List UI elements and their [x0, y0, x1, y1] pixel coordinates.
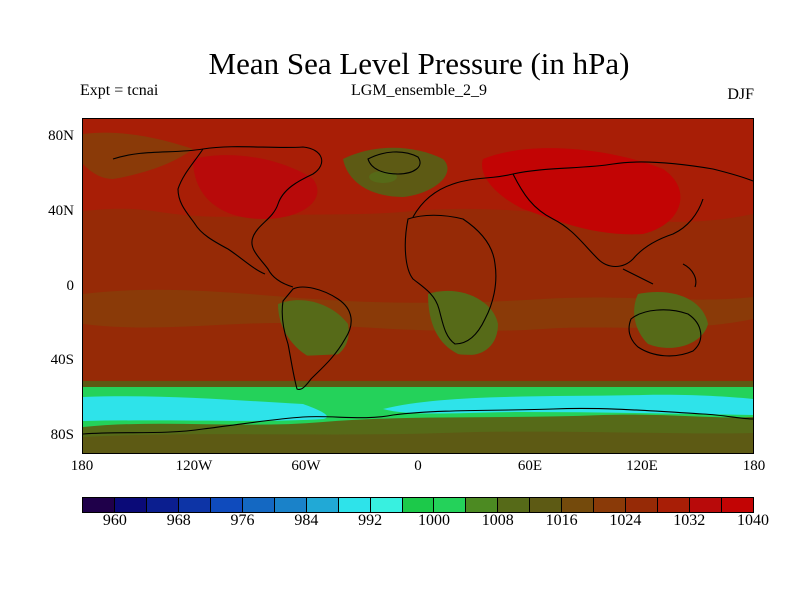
- field-aleutian-low: [83, 132, 193, 179]
- coast-australia: [628, 309, 702, 357]
- colorbar-label: 960: [102, 512, 127, 529]
- colorbar-label: 976: [230, 512, 255, 529]
- lat-label-40n: 40N: [48, 203, 74, 219]
- field-na-high: [193, 155, 318, 219]
- colorbar-swatch: [178, 498, 211, 512]
- colorbar-swatch: [434, 498, 467, 512]
- field-cyan-trough-east: [383, 394, 753, 415]
- lon-label-180w: 180: [70, 458, 94, 474]
- colorbar-label: 1000: [417, 512, 450, 529]
- field-southern-high: [83, 353, 753, 384]
- lon-label-180e: 180: [742, 458, 766, 474]
- lon-label-60e: 60E: [517, 458, 543, 474]
- field-icelandic-low: [343, 147, 448, 197]
- colorbar-label: 1016: [545, 512, 578, 529]
- coastlines: [83, 146, 753, 435]
- pressure-map: [82, 118, 754, 454]
- colorbar-swatch: [306, 498, 339, 512]
- field-transition: [83, 381, 753, 389]
- colorbar-swatch: [274, 498, 307, 512]
- chart-title: Mean Sea Level Pressure (in hPa): [208, 46, 630, 81]
- field-antarctic-core: [83, 431, 753, 453]
- colorbar-swatch: [114, 498, 147, 512]
- coast-antarctica: [83, 407, 753, 435]
- coast-maritime-continent: [622, 263, 697, 288]
- field-siberian-high: [482, 148, 681, 235]
- field-cyan-trough-west: [83, 396, 327, 421]
- colorbar-swatch: [210, 498, 243, 512]
- coast-greenland: [367, 151, 421, 175]
- season-label: DJF: [727, 86, 754, 103]
- field-australia-low: [634, 292, 708, 348]
- colorbar-swatch: [722, 498, 754, 512]
- colorbar-label: 992: [358, 512, 383, 529]
- map-svg: [83, 119, 753, 453]
- colorbar-label: 1008: [481, 512, 514, 529]
- lat-label-0: 0: [66, 278, 75, 294]
- coast-north-america: [112, 146, 323, 288]
- colorbar-swatch: [242, 498, 275, 512]
- field-tropical-band: [83, 289, 753, 332]
- coast-eurasia: [412, 161, 753, 268]
- colorbar-swatch: [466, 498, 499, 512]
- colorbar-label: 1032: [673, 512, 706, 529]
- coast-africa: [404, 214, 497, 345]
- colorbar-swatch: [562, 498, 595, 512]
- lon-label-120w: 120W: [175, 458, 213, 474]
- field-sa-low: [278, 300, 349, 360]
- colorbar-label: 984: [294, 512, 319, 529]
- coast-south-america: [281, 286, 352, 391]
- experiment-label: Expt = tcnai: [80, 82, 159, 99]
- colorbar-swatch: [626, 498, 659, 512]
- colorbar-swatch: [498, 498, 531, 512]
- colorbar-swatch: [402, 498, 435, 512]
- lat-label-80n: 80N: [48, 128, 74, 144]
- colorbar-label: 968: [166, 512, 191, 529]
- colorbar-swatch: [146, 498, 179, 512]
- field-africa-low: [428, 290, 498, 356]
- colorbar-swatch: [594, 498, 627, 512]
- lon-label-120e: 120E: [626, 458, 658, 474]
- lon-label-60w: 60W: [291, 458, 321, 474]
- colorbar: [82, 497, 754, 513]
- ensemble-label: LGM_ensemble_2_9: [351, 82, 487, 99]
- field-icelandic-core: [369, 171, 397, 183]
- colorbar-swatch: [530, 498, 563, 512]
- colorbar-label: 1040: [737, 512, 769, 529]
- colorbar-swatch: [338, 498, 371, 512]
- colorbar-swatch: [370, 498, 403, 512]
- colorbar-swatch: [83, 498, 115, 512]
- lat-label-80s: 80S: [50, 427, 74, 443]
- colorbar-swatch: [658, 498, 691, 512]
- lon-label-0: 0: [414, 458, 422, 474]
- lat-label-40s: 40S: [50, 352, 74, 368]
- colorbar-label: 1024: [609, 512, 642, 529]
- colorbar-swatch: [690, 498, 723, 512]
